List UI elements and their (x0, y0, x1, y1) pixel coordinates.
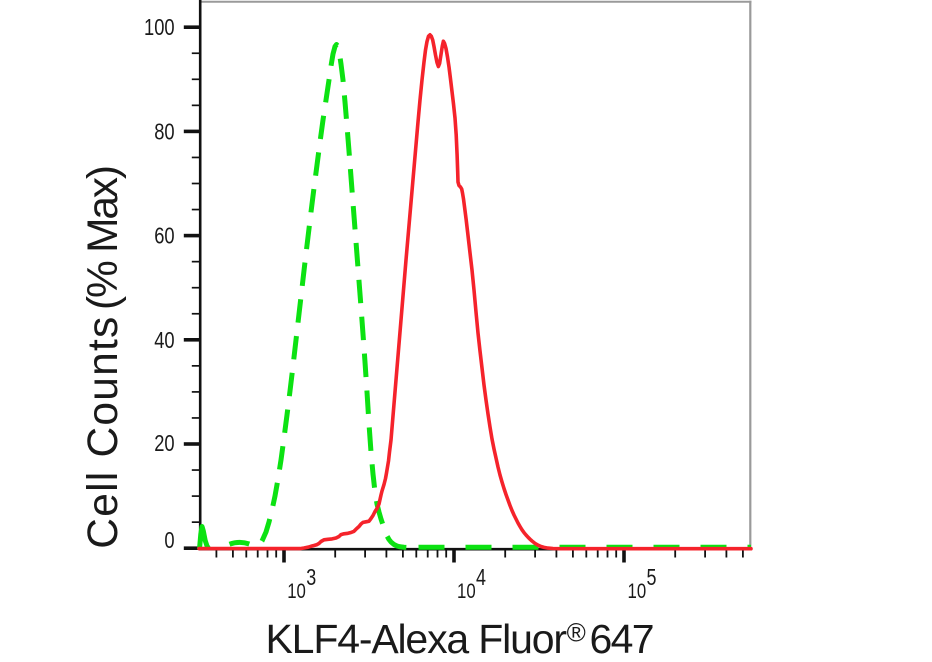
svg-text:10: 10 (287, 580, 306, 603)
svg-text:60: 60 (154, 224, 174, 250)
svg-text:KLF4-Alexa Fluor: KLF4-Alexa Fluor (266, 616, 568, 662)
svg-text:100: 100 (144, 15, 175, 41)
svg-text:®: ® (567, 618, 586, 648)
svg-text:647: 647 (590, 616, 655, 662)
svg-text:80: 80 (154, 119, 174, 145)
svg-text:10: 10 (457, 580, 476, 603)
svg-text:Cell Counts: Cell Counts (80, 317, 127, 549)
svg-text:0: 0 (164, 528, 174, 554)
svg-text:3: 3 (306, 565, 316, 591)
svg-text:40: 40 (154, 328, 174, 354)
svg-text:4: 4 (476, 565, 486, 591)
svg-text:(% Max): (% Max) (80, 165, 127, 310)
svg-text:20: 20 (154, 431, 174, 457)
svg-text:10: 10 (628, 580, 647, 603)
svg-text:5: 5 (647, 565, 657, 591)
